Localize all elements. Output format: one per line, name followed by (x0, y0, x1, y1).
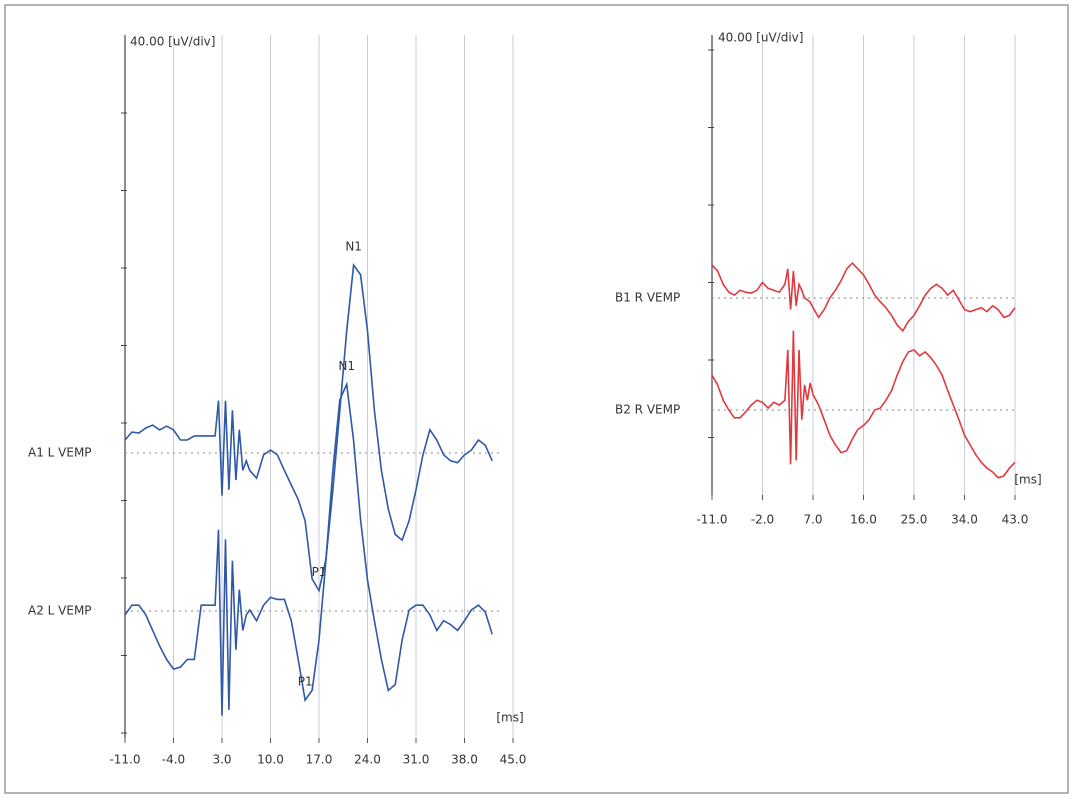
series-label: B1 R VEMP (615, 291, 680, 305)
peak-label: P1 (312, 565, 327, 579)
trace (711, 261, 1016, 333)
x-tick-label: 25.0 (901, 513, 928, 527)
x-tick-label: 3.0 (212, 753, 231, 767)
series-label: A1 L VEMP (28, 446, 92, 460)
x-axis-label: [ms] (1014, 473, 1041, 487)
series-label: A2 L VEMP (28, 604, 92, 618)
x-tick-label: 7.0 (803, 513, 822, 527)
x-tick-label: -11.0 (109, 753, 140, 767)
y-axis-label: 40.00 [uV/div] (718, 31, 803, 45)
series-label: B2 R VEMP (615, 403, 680, 417)
x-tick-label: 43.0 (1002, 513, 1029, 527)
peak-label: P1 (298, 675, 313, 689)
frame (4, 4, 1069, 794)
trace (711, 330, 1016, 479)
x-tick-label: 45.0 (500, 753, 527, 767)
x-tick-label: 17.0 (306, 753, 333, 767)
y-axis-label: 40.00 [uV/div] (130, 35, 215, 49)
x-tick-label: 34.0 (951, 513, 978, 527)
trace (124, 262, 493, 593)
trace (124, 381, 493, 716)
x-tick-label: 16.0 (850, 513, 877, 527)
peak-label: N1 (338, 359, 355, 373)
x-tick-label: -11.0 (696, 513, 727, 527)
x-tick-label: -2.0 (751, 513, 774, 527)
x-tick-label: 38.0 (451, 753, 478, 767)
peak-label: N1 (345, 240, 362, 254)
x-axis-label: [ms] (496, 711, 523, 725)
x-tick-label: 31.0 (403, 753, 430, 767)
x-tick-label: -4.0 (162, 753, 185, 767)
x-tick-label: 24.0 (354, 753, 381, 767)
x-tick-label: 10.0 (257, 753, 284, 767)
